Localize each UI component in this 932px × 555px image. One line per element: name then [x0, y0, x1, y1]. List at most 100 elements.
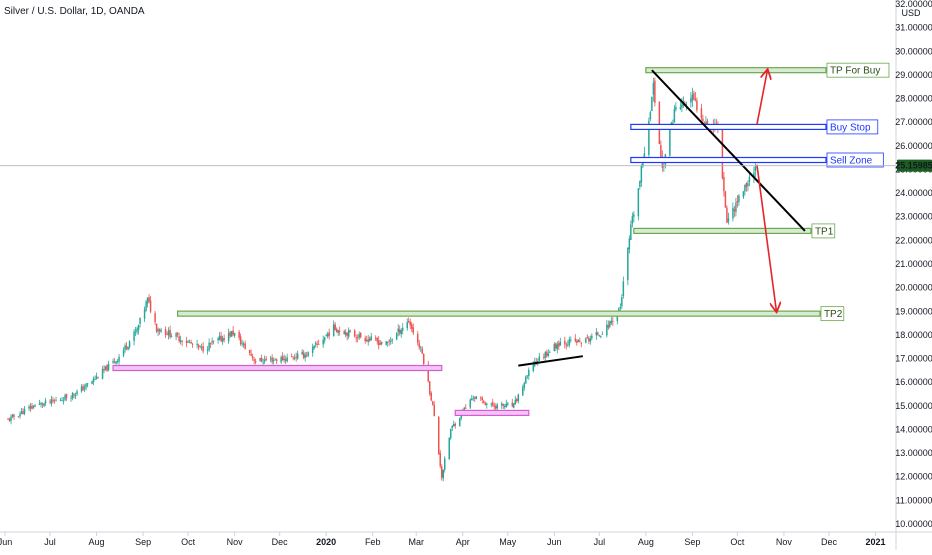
candle-body	[669, 128, 671, 156]
candle-body	[28, 406, 30, 409]
y-tick-label: 18.00000	[895, 330, 932, 340]
candle-body	[610, 320, 613, 324]
candle-body	[400, 330, 402, 335]
candle-body	[416, 333, 419, 343]
candle-body	[323, 337, 326, 341]
zone-tp1[interactable]	[633, 227, 812, 235]
trendline[interactable]	[518, 355, 583, 367]
candle-body	[49, 401, 51, 403]
arrow[interactable]	[756, 164, 777, 312]
x-tick-label: Mar	[408, 537, 424, 547]
candle-body	[8, 418, 11, 421]
candle-body	[242, 343, 245, 345]
candle-body	[73, 393, 75, 395]
candle-body	[727, 218, 730, 222]
candle-body	[430, 393, 432, 401]
candle-body	[286, 357, 288, 362]
x-tick-label: Apr	[456, 537, 470, 547]
zone-tp2-label-box	[820, 306, 845, 322]
candle-body	[221, 338, 224, 342]
drawings-layer[interactable]: TP For Buy Buy Stop Sell Zone TP1 TP2	[112, 62, 890, 417]
candle-body	[559, 341, 562, 346]
candle-body	[274, 359, 276, 361]
candle-body	[19, 413, 21, 417]
candle-body	[170, 336, 173, 338]
candle-body	[502, 404, 505, 406]
x-tick-label: Sep	[684, 537, 700, 547]
arrow[interactable]	[756, 70, 768, 125]
candle-body	[433, 404, 435, 417]
candle-body	[564, 340, 566, 345]
candle-body	[391, 339, 393, 341]
candle-body	[31, 405, 33, 409]
candle-body	[663, 165, 665, 167]
candle-body	[753, 172, 755, 178]
candle-body	[685, 104, 688, 105]
candle-body	[493, 405, 496, 408]
candle-body	[696, 100, 698, 111]
zone-tp-for-buy-label-box	[826, 62, 890, 78]
candle-body	[681, 104, 683, 108]
candle-body	[640, 165, 643, 183]
candle-body	[490, 403, 493, 405]
candle-body	[389, 340, 392, 342]
candle-body	[694, 98, 697, 101]
x-tick-label: Oct	[181, 537, 196, 547]
y-tick-label: 31.00000	[895, 23, 932, 33]
candle-body	[484, 403, 487, 406]
candle-body	[410, 324, 413, 329]
candle-body	[355, 337, 357, 339]
candle-body	[244, 343, 246, 349]
candle-body	[53, 400, 56, 402]
candle-body	[191, 343, 194, 345]
candle-body	[62, 400, 65, 402]
zone-pink-6[interactable]	[454, 409, 530, 417]
candle-body	[600, 336, 602, 337]
candle-body	[690, 98, 692, 103]
candle-body	[229, 331, 231, 337]
candle-body	[736, 201, 739, 203]
zone-pink-5[interactable]	[112, 364, 443, 372]
candle-body	[85, 383, 87, 388]
candle-body	[440, 466, 443, 478]
y-axis[interactable]: 10.00000 11.00000 12.00000 13.00000 14.00000…	[895, 0, 932, 529]
trendline[interactable]	[651, 69, 806, 232]
candle-body	[547, 353, 550, 356]
candle-body	[481, 397, 484, 400]
candle-body	[380, 341, 383, 344]
candle-body	[334, 324, 336, 330]
zone-tp2[interactable]	[176, 310, 821, 317]
candle-body	[94, 379, 96, 381]
zone-sell-zone[interactable]	[630, 156, 827, 164]
candle-body	[29, 405, 32, 409]
candle-body	[178, 336, 180, 342]
candle-body	[238, 331, 240, 338]
candle-body	[505, 403, 508, 408]
candle-body	[733, 209, 736, 212]
zone-tp-for-buy[interactable]	[645, 67, 827, 74]
candle-body	[223, 337, 225, 341]
candle-body	[181, 341, 183, 343]
x-axis[interactable]: Jun Jul Aug Sep Oct Nov Dec 2020 Feb Mar Apr May Jun…	[0, 532, 886, 547]
candle-body	[115, 361, 117, 364]
candle-body	[577, 339, 580, 343]
zone-buy-stop[interactable]	[630, 123, 827, 131]
candle-body	[295, 356, 297, 359]
candle-body	[585, 338, 587, 343]
candle-body	[188, 342, 191, 344]
candle-body	[326, 333, 329, 337]
candle-body	[544, 352, 547, 358]
y-tick-label: 14.00000	[895, 424, 932, 434]
candle-body	[38, 403, 41, 405]
candle-body	[439, 453, 441, 467]
candle-body	[253, 359, 255, 361]
candle-body	[271, 357, 273, 362]
candle-body	[34, 405, 36, 407]
candle-body	[187, 341, 189, 343]
x-tick-label: Dec	[272, 537, 289, 547]
candle-body	[263, 359, 266, 362]
y-tick-label: 16.00000	[895, 377, 932, 387]
y-tick-label: 30.00000	[895, 46, 932, 56]
